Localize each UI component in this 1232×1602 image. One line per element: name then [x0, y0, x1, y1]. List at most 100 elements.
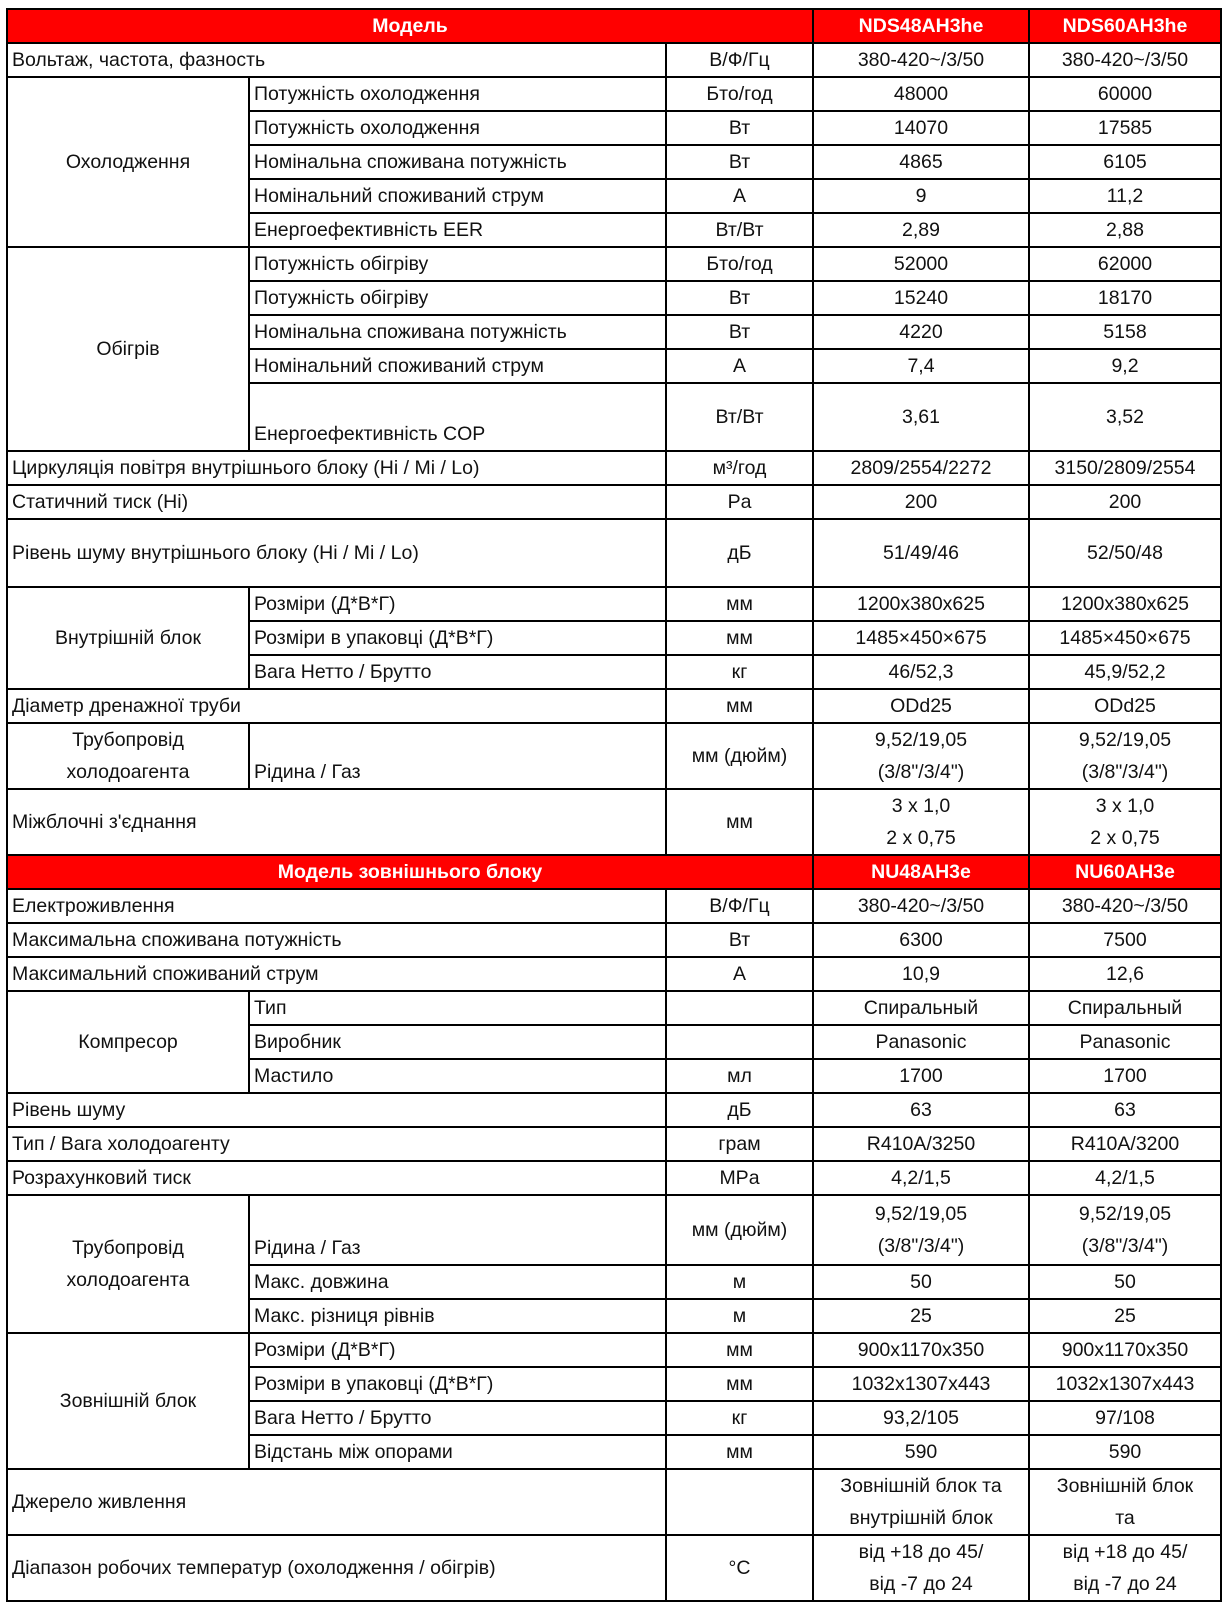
value-cell: 1032x1307x443	[812, 1366, 1030, 1402]
unit-cell: м³/год	[665, 450, 814, 486]
table-row: Циркуляція повітря внутрішнього блоку (H…	[6, 450, 1222, 486]
value-cell: 1485×450×675	[1028, 620, 1222, 656]
table-row: Макс. різниця рівнів м 25 25	[7, 1298, 1222, 1334]
unit-cell: мм	[665, 688, 814, 724]
table-row: Розміри в упаковці (Д*В*Г) мм 1032x1307x44…	[7, 1366, 1222, 1402]
param-label: Виробник	[248, 1024, 667, 1060]
value-cell: 380-420~/3/50	[812, 42, 1030, 78]
param-label: Діапазон робочих температур (охолодження…	[6, 1534, 667, 1602]
group-label: Внутрішній блок	[6, 586, 250, 690]
table-row: Рівень шуму внутрішнього блоку (Hi / Mi …	[6, 518, 1222, 588]
param-label: Номінальний споживаний струм	[248, 348, 667, 384]
unit-cell: мм	[665, 1366, 814, 1402]
value-cell: 1200x380x625	[812, 586, 1030, 622]
param-label: Енергоефективність COP	[248, 382, 667, 452]
value-cell: 9,52/19,05 (3/8"/3/4")	[1028, 1194, 1222, 1266]
group-label: Трубопровід холодоагента	[6, 722, 250, 790]
value-cell: 63	[1028, 1092, 1222, 1128]
value-cell: 380-420~/3/50	[1028, 42, 1222, 78]
unit-cell: А	[665, 348, 814, 384]
unit-cell: А	[665, 178, 814, 214]
table-row: Потужність охолодження Вт 14070 17585	[7, 110, 1222, 146]
value-cell: від +18 до 45/ від -7 до 24	[1028, 1534, 1222, 1602]
param-label: Потужність обігріву	[248, 280, 667, 316]
param-label: Розрахунковий тиск	[6, 1160, 667, 1196]
section-header-row: Модель зовнішнього блоку NU48AH3e NU60AH3e	[6, 854, 1222, 890]
table-row: Компресор Тип Спиральный Спиральный	[6, 990, 1222, 1094]
value-cell: Panasonic	[812, 1024, 1030, 1060]
unit-cell: мм	[665, 586, 814, 622]
unit-cell: мл	[665, 1058, 814, 1094]
table-row: Джерело живлення Зовнішній блок та внутрі…	[6, 1468, 1222, 1536]
value-cell: 380-420~/3/50	[812, 888, 1030, 924]
model-name: NDS48AH3he	[812, 8, 1030, 44]
table-row: Макс. довжина м 50 50	[7, 1264, 1222, 1300]
unit-cell: Вт/Вт	[665, 212, 814, 248]
value-cell: 3,52	[1028, 382, 1222, 452]
unit-cell	[665, 990, 814, 1026]
param-label: Рідина / Газ	[248, 1194, 667, 1266]
value-cell: 2,89	[812, 212, 1030, 248]
value-cell: 590	[1028, 1434, 1222, 1470]
value-cell: Спиральный	[812, 990, 1030, 1026]
value-cell: 2,88	[1028, 212, 1222, 248]
model-name: NU48AH3e	[812, 854, 1030, 890]
group-label: Зовнішній блок	[6, 1332, 250, 1470]
unit-cell: кг	[665, 1400, 814, 1436]
unit-cell: мм	[665, 788, 814, 856]
value-cell: 14070	[812, 110, 1030, 146]
table-row: Потужність обігріву Вт 15240 18170	[7, 280, 1222, 316]
unit-cell: °C	[665, 1534, 814, 1602]
unit-cell: мм	[665, 1332, 814, 1368]
unit-cell: Вт	[665, 144, 814, 180]
value-cell: 3 x 1,0 2 x 0,75	[1028, 788, 1222, 856]
table-row: Відстань між опорами мм 590 590	[7, 1434, 1222, 1470]
value-cell: 9,52/19,05 (3/8"/3/4")	[812, 722, 1030, 790]
param-label: Максимальна споживана потужність	[6, 922, 667, 958]
unit-cell: Вт/Вт	[665, 382, 814, 452]
table-row: Номінальна споживана потужність Вт 4220 515…	[7, 314, 1222, 350]
value-cell: 9,52/19,05 (3/8"/3/4")	[1028, 722, 1222, 790]
value-cell: 1200x380x625	[1028, 586, 1222, 622]
model-name: NDS60AH3he	[1028, 8, 1222, 44]
unit-cell: Вт	[665, 922, 814, 958]
unit-cell: А	[665, 956, 814, 992]
table-row: Номінальна споживана потужність Вт 4865 610…	[7, 144, 1222, 180]
value-cell: 9,52/19,05 (3/8"/3/4")	[812, 1194, 1030, 1266]
table-row: Трубопровід холодоагента Рідина / Газ мм (…	[6, 722, 1222, 790]
value-cell: Зовнішній блок та	[1028, 1468, 1222, 1536]
unit-cell: Вт	[665, 314, 814, 350]
unit-cell: Вт	[665, 110, 814, 146]
value-cell: 50	[812, 1264, 1030, 1300]
param-label: Вольтаж, частота, фазность	[6, 42, 667, 78]
table-row: Максимальна споживана потужність Вт 6300 75…	[6, 922, 1222, 958]
value-cell: 1032x1307x443	[1028, 1366, 1222, 1402]
value-cell: 900x1170x350	[1028, 1332, 1222, 1368]
value-cell: 6300	[812, 922, 1030, 958]
param-label: Вага Нетто / Брутто	[248, 654, 667, 690]
value-cell: Зовнішній блок та внутрішній блок	[812, 1468, 1030, 1536]
param-label: Розміри (Д*В*Г)	[248, 586, 667, 622]
value-cell: 52/50/48	[1028, 518, 1222, 588]
param-label: Номінальна споживана потужність	[248, 144, 667, 180]
param-label: Рівень шуму	[6, 1092, 667, 1128]
param-label: Рівень шуму внутрішнього блоку (Hi / Mi …	[6, 518, 667, 588]
value-cell: 60000	[1028, 76, 1222, 112]
value-cell: 9,2	[1028, 348, 1222, 384]
value-cell: 4,2/1,5	[1028, 1160, 1222, 1196]
group-label: Компресор	[6, 990, 250, 1094]
value-cell: 11,2	[1028, 178, 1222, 214]
param-label: Розміри (Д*В*Г)	[248, 1332, 667, 1368]
param-label: Тип / Вага холодоагенту	[6, 1126, 667, 1162]
param-label: Потужність охолодження	[248, 76, 667, 112]
param-label: Потужність обігріву	[248, 246, 667, 282]
table-row: Охолодження Потужність охолодження Бто/год…	[6, 76, 1222, 248]
value-cell: від +18 до 45/ від -7 до 24	[812, 1534, 1030, 1602]
table-row: Тип / Вага холодоагенту грам R410A/3250 R41…	[6, 1126, 1222, 1162]
value-cell: 3,61	[812, 382, 1030, 452]
param-label: Потужність охолодження	[248, 110, 667, 146]
param-label: Максимальний споживаний струм	[6, 956, 667, 992]
value-cell: 9	[812, 178, 1030, 214]
value-cell: 63	[812, 1092, 1030, 1128]
table-row: Зовнішній блок Розміри (Д*В*Г) мм 900x1170x…	[6, 1332, 1222, 1470]
